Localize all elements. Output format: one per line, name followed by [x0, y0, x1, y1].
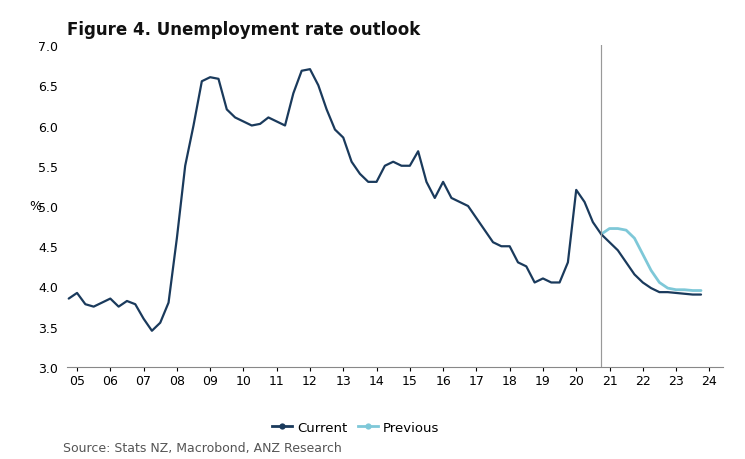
Text: Source: Stats NZ, Macrobond, ANZ Research: Source: Stats NZ, Macrobond, ANZ Researc…: [63, 442, 342, 454]
Y-axis label: %: %: [29, 200, 41, 213]
Text: Figure 4. Unemployment rate outlook: Figure 4. Unemployment rate outlook: [67, 21, 420, 39]
Legend: Current, Previous: Current, Previous: [267, 415, 445, 439]
